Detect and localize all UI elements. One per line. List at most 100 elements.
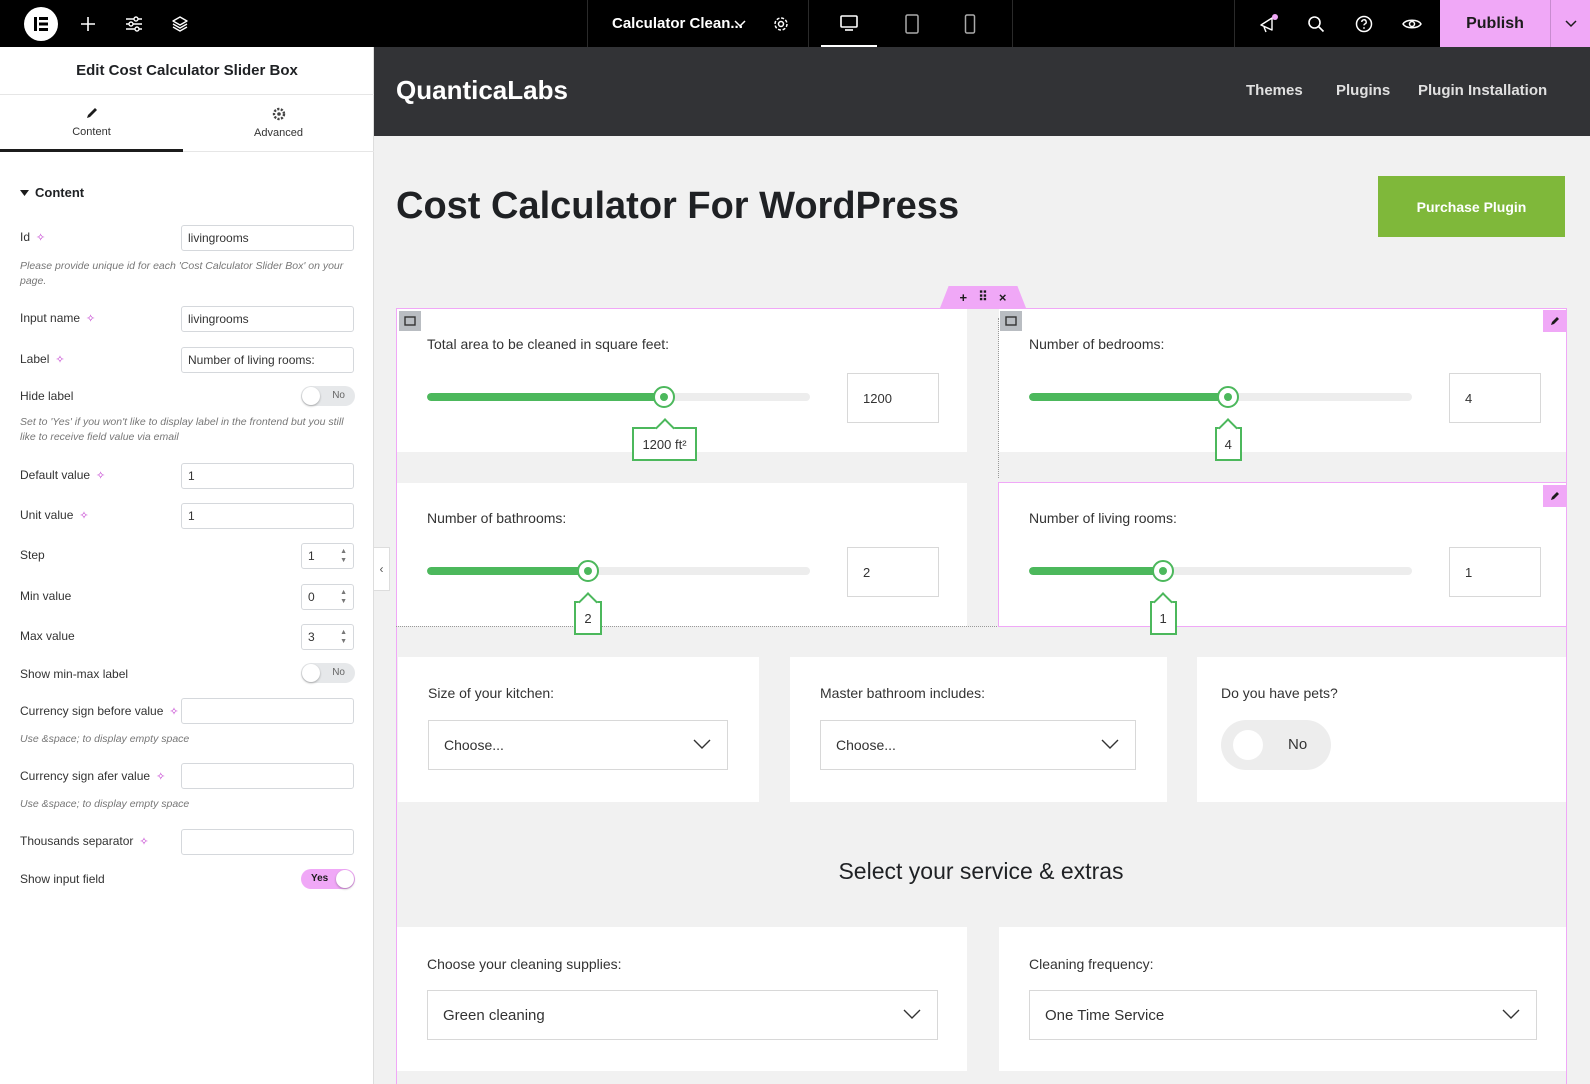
default-value-input[interactable] [181,463,354,489]
max-value-number-input[interactable]: 3 ▲ ▼ [301,624,354,650]
publish-options-chevron-icon[interactable] [1550,0,1590,47]
unit-value-input[interactable] [181,503,354,529]
slider-value-input[interactable]: 4 [1449,373,1541,423]
label-input[interactable] [181,347,354,373]
ai-sparkle-icon[interactable]: ✧ [79,509,89,522]
max-value-label: Max value [20,629,75,643]
document-title[interactable]: Calculator Clean... [612,15,743,32]
min-value-number-input[interactable]: 0 ▲ ▼ [301,584,354,610]
step-label: Step [20,548,45,562]
master-bath-select[interactable]: Choose... [820,720,1136,770]
ai-sparkle-icon[interactable]: ✧ [86,312,96,325]
slider-tooltip: 1200 ft² [632,427,697,461]
kitchen-select[interactable]: Choose... [428,720,728,770]
layers-icon[interactable] [168,0,192,47]
frequency-card: Cleaning frequency: One Time Service [999,927,1566,1071]
ai-sparkle-icon[interactable]: ✧ [36,231,46,244]
column-edit-icon[interactable] [399,311,421,331]
help-icon[interactable] [1350,0,1378,47]
slider-tooltip: 2 [574,601,602,635]
kitchen-label: Size of your kitchen: [428,685,555,701]
pets-toggle-state: No [1288,736,1308,753]
ai-sparkle-icon[interactable]: ✧ [169,705,179,718]
tab-content[interactable]: Content [0,95,183,152]
widget-edit-pencil-icon[interactable] [1543,485,1567,507]
elementor-logo-icon[interactable] [24,7,58,41]
column-divider [998,318,999,478]
slider-value-input[interactable]: 2 [847,547,939,597]
section-handle[interactable]: + ⠿ × [940,286,1026,308]
slider-handle[interactable] [1217,386,1240,408]
add-section-icon[interactable]: + [959,289,968,305]
pencil-icon [85,106,99,120]
id-input[interactable] [181,225,354,251]
show-input-field-label: Show input field [20,872,105,886]
chevron-down-icon [903,1008,921,1020]
purchase-plugin-button[interactable]: Purchase Plugin [1378,176,1565,237]
nav-link-plugins[interactable]: Plugins [1336,82,1391,99]
input-name-label: Input name ✧ [20,311,96,325]
widget-edit-pencil-icon[interactable] [1543,310,1567,332]
column-edit-icon[interactable] [1000,311,1022,331]
step-number-input[interactable]: 1 ▲ ▼ [301,543,354,569]
slider-label: Number of living rooms: [1029,510,1177,526]
page-settings-gear-icon[interactable] [769,0,793,47]
preview-eye-icon[interactable] [1398,0,1426,47]
publish-button[interactable]: Publish [1440,0,1550,47]
nav-link-themes[interactable]: Themes [1246,82,1303,99]
chevron-down-icon [1502,1008,1520,1020]
spinner-arrows-icon[interactable]: ▲ ▼ [340,548,347,564]
pets-toggle[interactable]: No [1221,720,1331,770]
hide-label-hint: Set to 'Yes' if you won't like to displa… [20,416,344,443]
slider-value-input[interactable]: 1200 [847,373,939,423]
slider-value-input[interactable]: 1 [1449,547,1541,597]
nav-link-plugin-installation[interactable]: Plugin Installation [1418,82,1548,99]
slider-card-living-rooms[interactable]: Number of living rooms: 1 1 [998,482,1567,635]
slider-handle[interactable] [576,560,599,582]
thousands-separator-input[interactable] [181,829,354,855]
notifications-megaphone-icon[interactable] [1254,0,1282,47]
slider-label: Number of bedrooms: [1029,336,1165,352]
slider-track[interactable] [427,567,810,575]
site-brand-logo[interactable]: QuanticaLabs [396,75,568,105]
frequency-select[interactable]: One Time Service [1029,990,1537,1040]
service-section-title: Select your service & extras [838,858,1124,884]
show-min-max-toggle[interactable]: No [301,663,355,683]
tab-advanced[interactable]: Advanced [183,95,374,152]
drag-handle-icon[interactable]: ⠿ [978,289,988,304]
currency-after-input[interactable] [181,763,354,789]
mobile-view-icon[interactable] [950,0,990,47]
label-label: Label ✧ [20,352,65,366]
site-settings-sliders-icon[interactable] [122,0,146,47]
chevron-down-icon[interactable] [730,0,750,47]
delete-section-icon[interactable]: × [998,289,1007,305]
ai-sparkle-icon[interactable]: ✧ [96,469,106,482]
master-bath-select-value: Choose... [836,737,896,753]
max-value: 3 [308,630,315,644]
editor-top-bar: Calculator Clean... Publish [0,0,1590,47]
spinner-arrows-icon[interactable]: ▲ ▼ [340,629,347,645]
toggle-state: No [332,667,345,678]
currency-after-hint: Use &space; to display empty space [20,798,190,810]
supplies-select[interactable]: Green cleaning [427,990,938,1040]
slider-track[interactable] [427,393,810,401]
tablet-view-icon[interactable] [892,0,932,47]
content-section-toggle[interactable]: Content [20,185,84,200]
add-element-icon[interactable] [76,0,100,47]
kitchen-select-value: Choose... [444,737,504,753]
hide-label-toggle[interactable]: No [301,386,355,406]
slider-handle[interactable] [653,386,676,408]
spinner-arrows-icon[interactable]: ▲ ▼ [340,589,347,605]
ai-sparkle-icon[interactable]: ✧ [139,835,149,848]
collapse-panel-chevron-icon[interactable]: ‹ [374,547,390,591]
desktop-view-icon[interactable] [821,0,877,47]
input-name-input[interactable] [181,306,354,332]
currency-before-input[interactable] [181,698,354,724]
ai-sparkle-icon[interactable]: ✧ [55,353,65,366]
search-icon[interactable] [1302,0,1330,47]
show-input-field-toggle[interactable]: Yes [301,869,355,889]
supplies-card: Choose your cleaning supplies: Green cle… [397,927,967,1071]
slider-track[interactable] [1029,567,1412,575]
ai-sparkle-icon[interactable]: ✧ [156,770,166,783]
slider-handle[interactable] [1152,560,1175,582]
